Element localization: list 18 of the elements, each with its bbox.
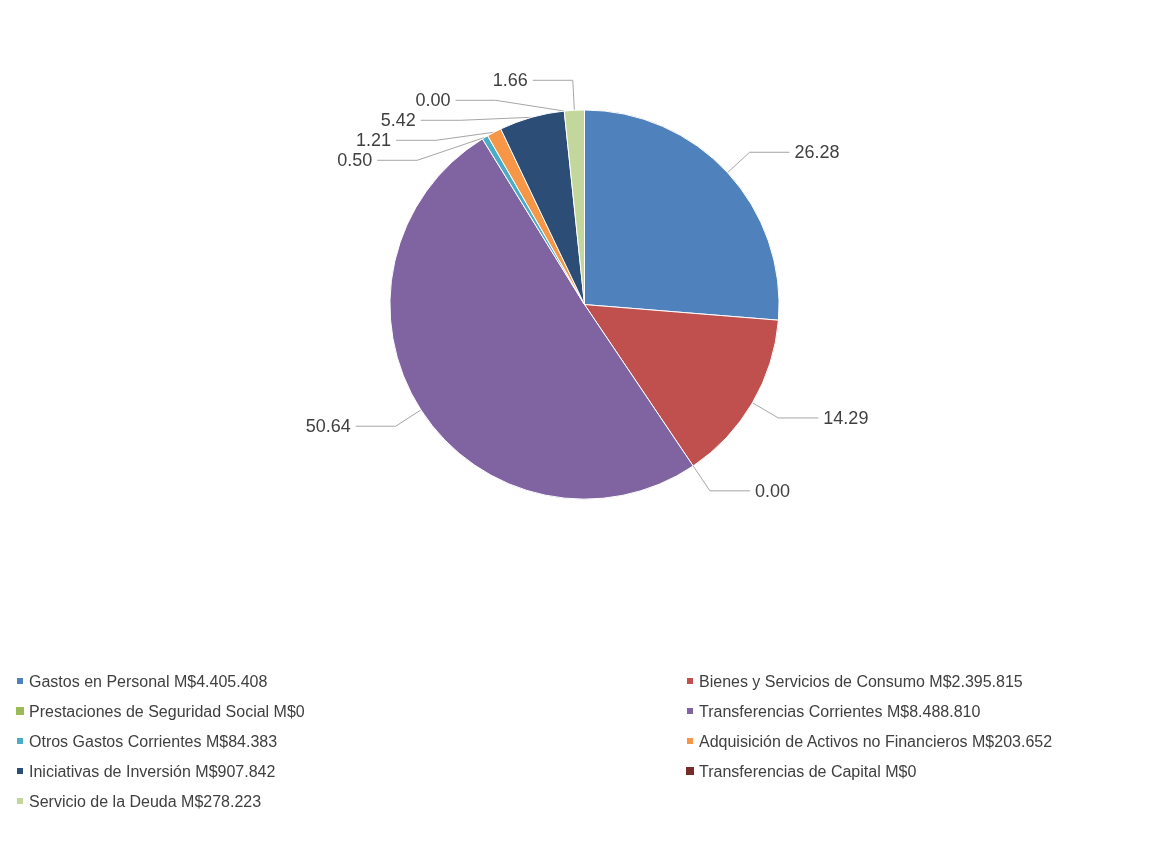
- legend-label: Transferencias Corrientes M$8.488.810: [699, 702, 981, 720]
- legend-label: Transferencias de Capital M$0: [699, 762, 917, 780]
- data-label: 14.29: [823, 407, 869, 428]
- legend-label: Otros Gastos Corrientes M$84.383: [29, 732, 278, 750]
- legend-label: Servicio de la Deuda M$278.223: [29, 792, 262, 810]
- data-label: 1.66: [492, 70, 528, 91]
- data-label: 50.64: [305, 416, 351, 437]
- legend-label: Adquisición de Activos no Financieros M$203.652: [699, 732, 1053, 750]
- legend-label: Gastos en Personal M$4.405.408: [29, 672, 268, 690]
- legend-label: Iniciativas de Inversión M$907.842: [29, 762, 276, 780]
- data-label: 26.28: [794, 142, 840, 163]
- legend-label: Prestaciones de Seguridad Social M$0: [29, 702, 305, 720]
- data-label: 1.21: [356, 130, 392, 151]
- legend-label: Bienes y Servicios de Consumo M$2.395.815: [699, 672, 1023, 690]
- text: 0.00: [415, 90, 451, 111]
- data-label: 0.50: [337, 150, 373, 171]
- data-label: 5.42: [380, 110, 416, 131]
- text: 0.00: [754, 480, 790, 501]
